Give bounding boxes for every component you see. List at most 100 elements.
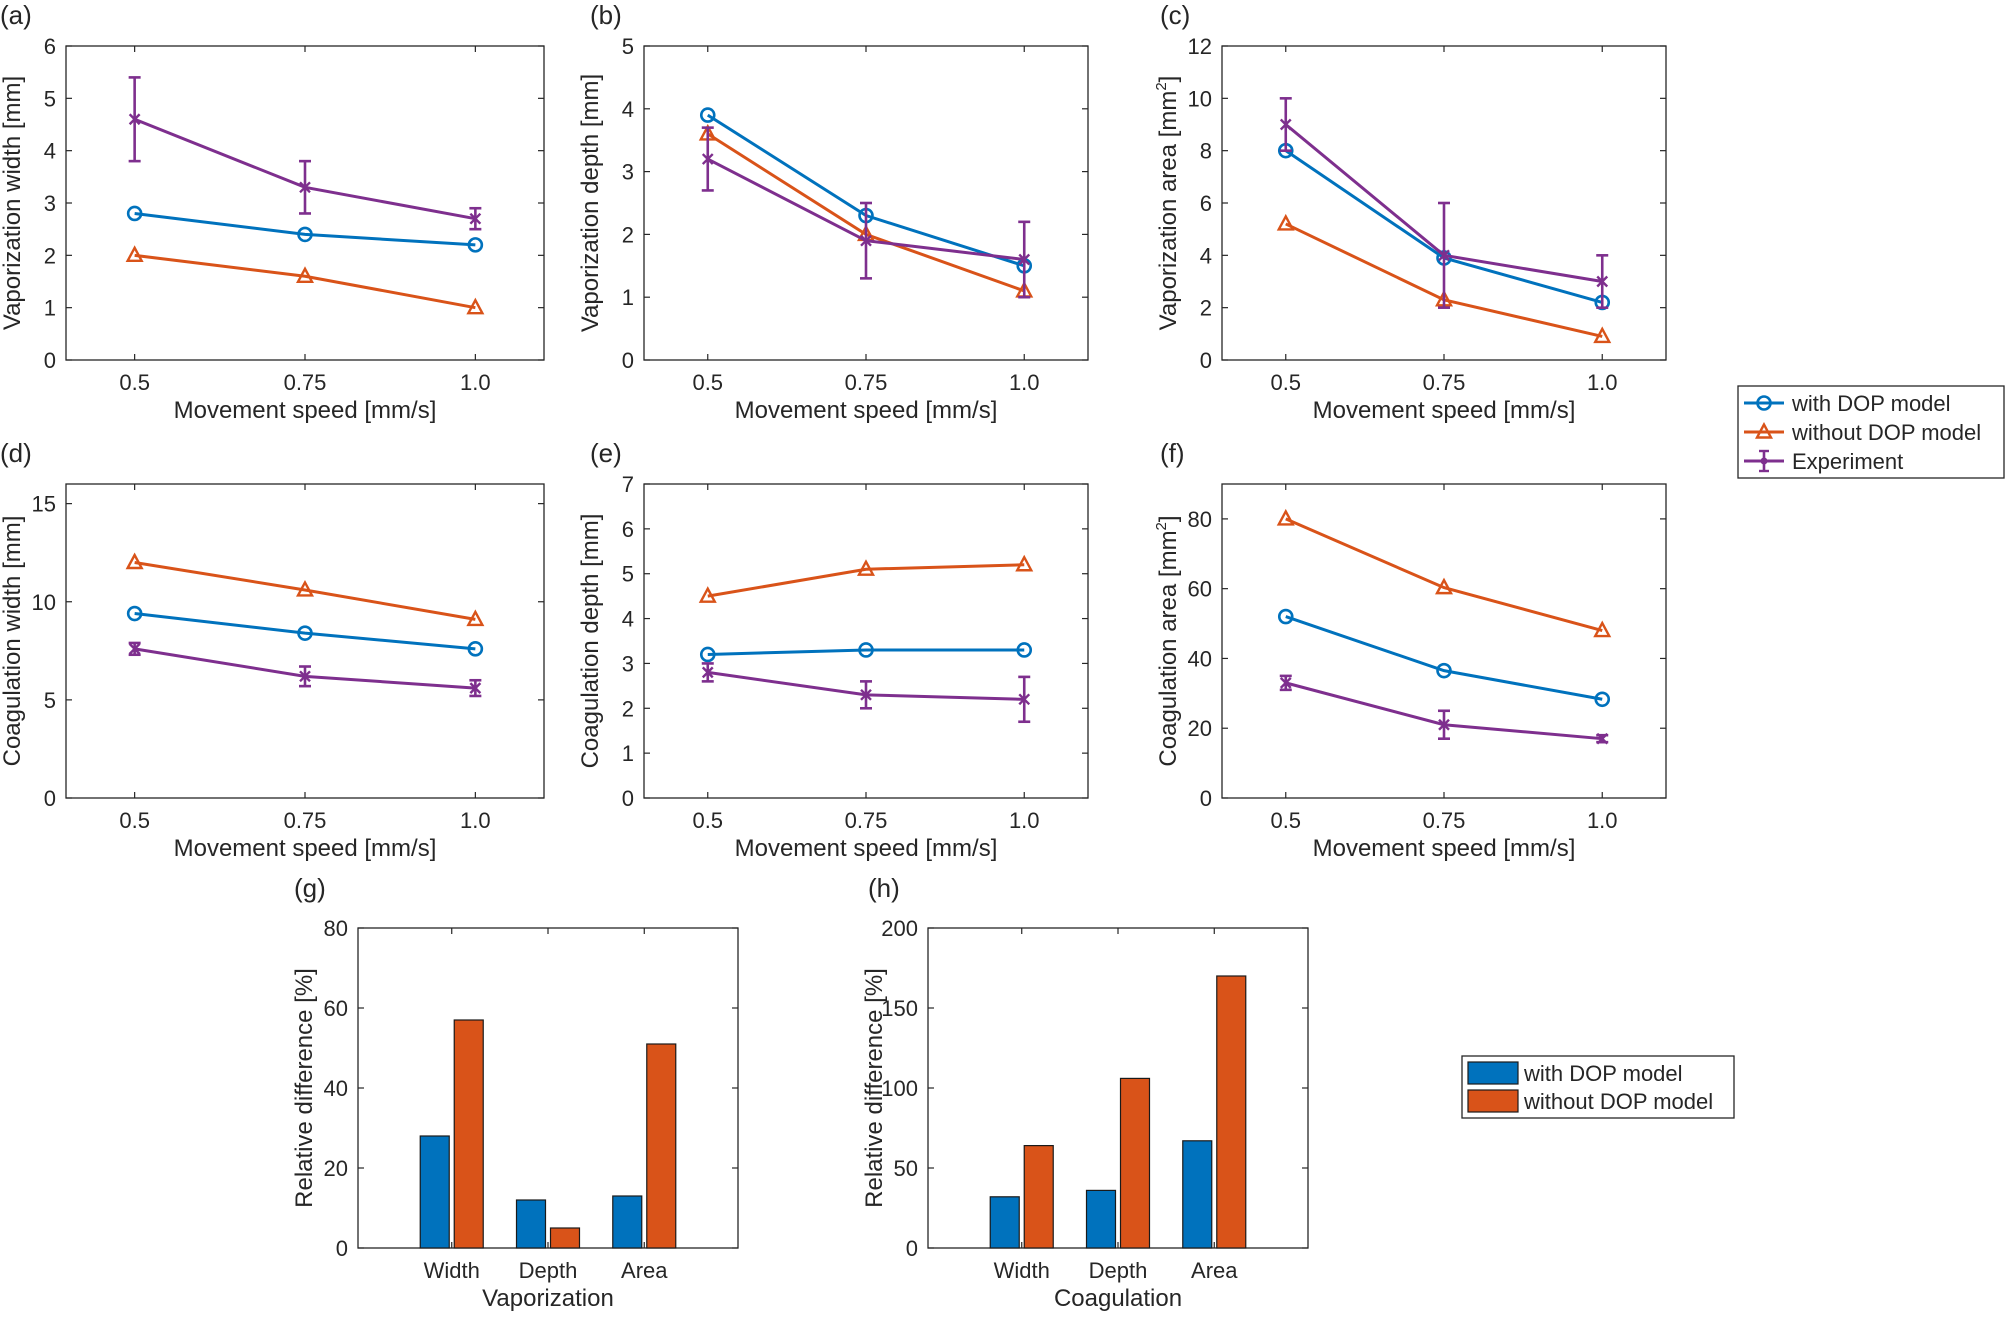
y-axis-label-bracket: ] <box>1155 515 1182 522</box>
series-line <box>134 561 476 621</box>
y-tick-label: 50 <box>894 1156 918 1181</box>
legend-marker-triangle <box>1754 421 1774 439</box>
y-tick-label: 5 <box>44 688 56 713</box>
marker-triangle <box>125 552 144 570</box>
x-axis-label: Movement speed [mm/s] <box>1313 397 1576 424</box>
marker-x <box>1596 732 1609 745</box>
x-axis-label: Coagulation <box>1054 1285 1182 1312</box>
panel-label: (h) <box>868 873 900 903</box>
x-tick-label: 0.5 <box>692 808 723 833</box>
axes-box <box>927 927 1309 1249</box>
marker-triangle <box>856 559 876 576</box>
y-tick-label: 4 <box>44 139 56 164</box>
y-tick-label: 0 <box>906 1236 918 1261</box>
series-line <box>134 253 476 310</box>
marker-circle <box>467 641 484 657</box>
marker-triangle <box>698 586 717 603</box>
panel-label: (g) <box>294 873 326 903</box>
axes-box <box>65 483 545 799</box>
x-tick-label: 1.0 <box>1009 808 1040 833</box>
panel-b: (b) 0 1 2 3 4 5 0.5 0.75 1.0 Movement speed [mm/s]… <box>577 0 1089 424</box>
marker-triangle <box>295 266 315 283</box>
marker-triangle <box>1434 577 1454 595</box>
bar <box>646 1043 677 1249</box>
series-line <box>134 211 476 247</box>
x-tick-label: 0.75 <box>284 808 327 833</box>
y-tick-label: 0 <box>622 786 634 811</box>
series-line <box>707 648 1025 656</box>
marker-circle <box>1594 691 1611 708</box>
marker-circle <box>699 646 716 663</box>
x-tick-label: 1.0 <box>1587 370 1618 395</box>
panel-d: (d) 0 5 10 15 0.5 0.75 1.0 Movement speed [mm/s]… <box>0 438 545 862</box>
legend-label: with DOP model <box>1791 391 1951 416</box>
y-tick-label: 2 <box>44 243 56 268</box>
x-tick-label: 1.0 <box>1587 808 1618 833</box>
bar <box>989 1196 1020 1249</box>
marker-x <box>701 153 714 165</box>
x-axis-label: Movement speed [mm/s] <box>174 835 437 862</box>
bar <box>515 1199 547 1249</box>
marker-triangle <box>1276 213 1295 231</box>
y-tick-label: 2 <box>1200 296 1212 321</box>
y-tick-label: 10 <box>32 590 56 615</box>
marker-x <box>128 643 141 655</box>
y-tick-label: 80 <box>1188 507 1212 532</box>
marker-circle <box>1016 642 1033 658</box>
x-axis-label: Movement speed [mm/s] <box>735 835 998 862</box>
bar <box>1216 975 1247 1249</box>
y-tick-label: 4 <box>622 97 634 122</box>
x-tick-label: Width <box>994 1258 1050 1283</box>
x-tick-label: 0.75 <box>284 370 327 395</box>
y-tick-label: 20 <box>1188 716 1212 741</box>
y-axis-label: Coagulation width [mm] <box>0 516 26 767</box>
y-tick-label: 0 <box>1200 786 1212 811</box>
y-tick-label: 200 <box>881 916 918 941</box>
marker-triangle <box>466 609 485 627</box>
marker-x <box>469 212 482 225</box>
y-tick-label: 5 <box>622 34 634 59</box>
x-tick-label: Width <box>424 1258 480 1283</box>
panel-c: (c) 0 2 4 6 8 10 12 0.5 0.75 1.0 Movement speed [mm… <box>1153 0 1667 424</box>
panel-label: (d) <box>0 438 32 468</box>
marker-circle <box>297 226 313 243</box>
x-axis-label: Movement speed [mm/s] <box>1313 835 1576 862</box>
y-tick-label: 8 <box>1200 139 1212 164</box>
marker-x <box>1596 275 1609 288</box>
y-tick-label: 40 <box>324 1076 348 1101</box>
axes-box <box>1221 483 1667 799</box>
marker-x <box>860 688 872 701</box>
bar <box>1182 1140 1213 1249</box>
y-tick-label: 40 <box>1188 646 1212 671</box>
x-tick-label: 1.0 <box>460 808 491 833</box>
y-axis-label-superscript: 2 <box>1153 82 1170 90</box>
legend-label: without DOP model <box>1791 420 1981 445</box>
marker-circle <box>126 605 143 622</box>
y-tick-label: 60 <box>324 996 348 1021</box>
y-tick-label: 5 <box>622 562 634 587</box>
marker-triangle <box>1015 554 1034 572</box>
marker-circle <box>858 642 874 658</box>
panel-label: (a) <box>0 0 32 30</box>
marker-circle <box>297 625 313 641</box>
y-tick-label: 5 <box>44 86 56 111</box>
y-tick-label: 7 <box>622 472 634 497</box>
marker-triangle <box>1593 620 1612 638</box>
x-tick-label: Depth <box>1089 1258 1148 1283</box>
marker-triangle <box>466 297 485 315</box>
y-tick-label: 4 <box>1200 243 1212 268</box>
marker-x <box>1018 693 1031 706</box>
marker-x <box>701 666 714 679</box>
bar <box>612 1195 643 1249</box>
y-axis-label-text: Vaporization area [mm <box>1155 91 1182 331</box>
panel-f: (f) 0 20 40 60 80 0.5 0.75 1.0 Movement speed [mm… <box>1153 438 1667 862</box>
y-tick-label: 100 <box>881 1076 918 1101</box>
marker-x <box>1438 249 1450 262</box>
y-tick-label: 2 <box>622 696 634 721</box>
marker-x <box>128 113 141 126</box>
marker-triangle <box>295 579 315 597</box>
x-tick-label: 1.0 <box>1009 370 1040 395</box>
bar <box>549 1227 581 1249</box>
panel-e: (e) 0 1 2 3 4 5 6 7 0.5 0.75 1.0 Movement speed [mm/… <box>577 438 1089 862</box>
